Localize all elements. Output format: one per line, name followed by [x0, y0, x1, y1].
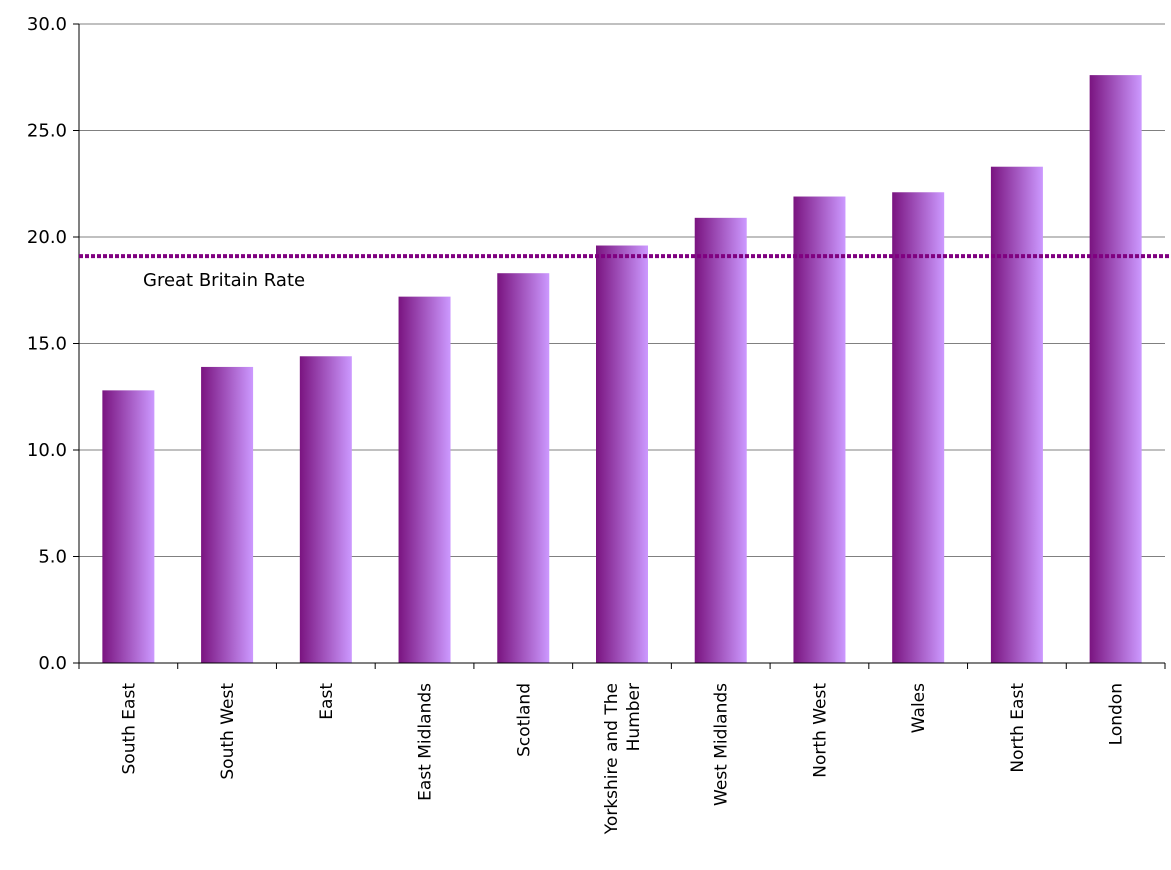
x-category-label-line: Yorkshire and The — [602, 683, 622, 835]
bars — [102, 75, 1142, 664]
x-category-label: London — [1107, 683, 1127, 745]
bar — [596, 245, 648, 663]
bar — [892, 192, 945, 663]
y-tick-label: 15.0 — [27, 334, 67, 355]
x-category-label: Yorkshire and The Humber — [602, 683, 644, 835]
bar — [793, 196, 846, 663]
x-category-label: South West — [218, 683, 238, 780]
x-category-label-line: South East — [119, 683, 139, 775]
axes — [73, 23, 1166, 669]
bar — [990, 166, 1043, 663]
y-tick-label: 20.0 — [27, 227, 67, 248]
x-category-label: East — [317, 683, 337, 720]
y-tick-label: 25.0 — [27, 121, 67, 142]
x-category-label: Wales — [909, 683, 929, 733]
y-tick-label: 0.0 — [38, 653, 67, 674]
x-category-label: North West — [810, 683, 830, 778]
bar — [299, 356, 352, 663]
bar — [201, 366, 254, 663]
x-category-label-line: West Midlands — [712, 683, 732, 806]
x-category-label-line: South West — [218, 683, 238, 780]
bar — [1089, 75, 1142, 664]
reference-line-label: Great Britain Rate — [143, 270, 305, 291]
x-category-label-line: East — [317, 683, 337, 720]
x-category-labels: South East South West East East Midlands Sco… — [119, 683, 1126, 836]
y-tick-labels: 0.0 5.0 10.0 15.0 20.0 25.0 30.0 — [27, 14, 67, 674]
bar — [497, 273, 550, 663]
x-category-label-line: North West — [810, 683, 830, 778]
y-tick-label: 30.0 — [27, 14, 67, 35]
x-category-label-line: Humber — [624, 683, 644, 751]
bar — [694, 217, 747, 663]
y-tick-label: 5.0 — [38, 547, 67, 568]
x-category-label-line: North East — [1008, 683, 1028, 773]
x-category-label: West Midlands — [712, 683, 732, 806]
reference-line-group: Great Britain Rate — [79, 254, 1171, 291]
x-category-label: North East — [1008, 683, 1028, 773]
y-tick-label: 10.0 — [27, 440, 67, 461]
x-category-label-line: East Midlands — [416, 683, 436, 801]
x-category-label: Scotland — [514, 683, 534, 757]
bar — [398, 296, 451, 663]
x-category-label-line: Scotland — [514, 683, 534, 757]
x-category-label: South East — [119, 683, 139, 775]
bar — [102, 390, 155, 663]
x-category-label: East Midlands — [416, 683, 436, 801]
x-category-label-line: London — [1107, 683, 1127, 745]
x-category-label-line: Wales — [909, 683, 929, 733]
